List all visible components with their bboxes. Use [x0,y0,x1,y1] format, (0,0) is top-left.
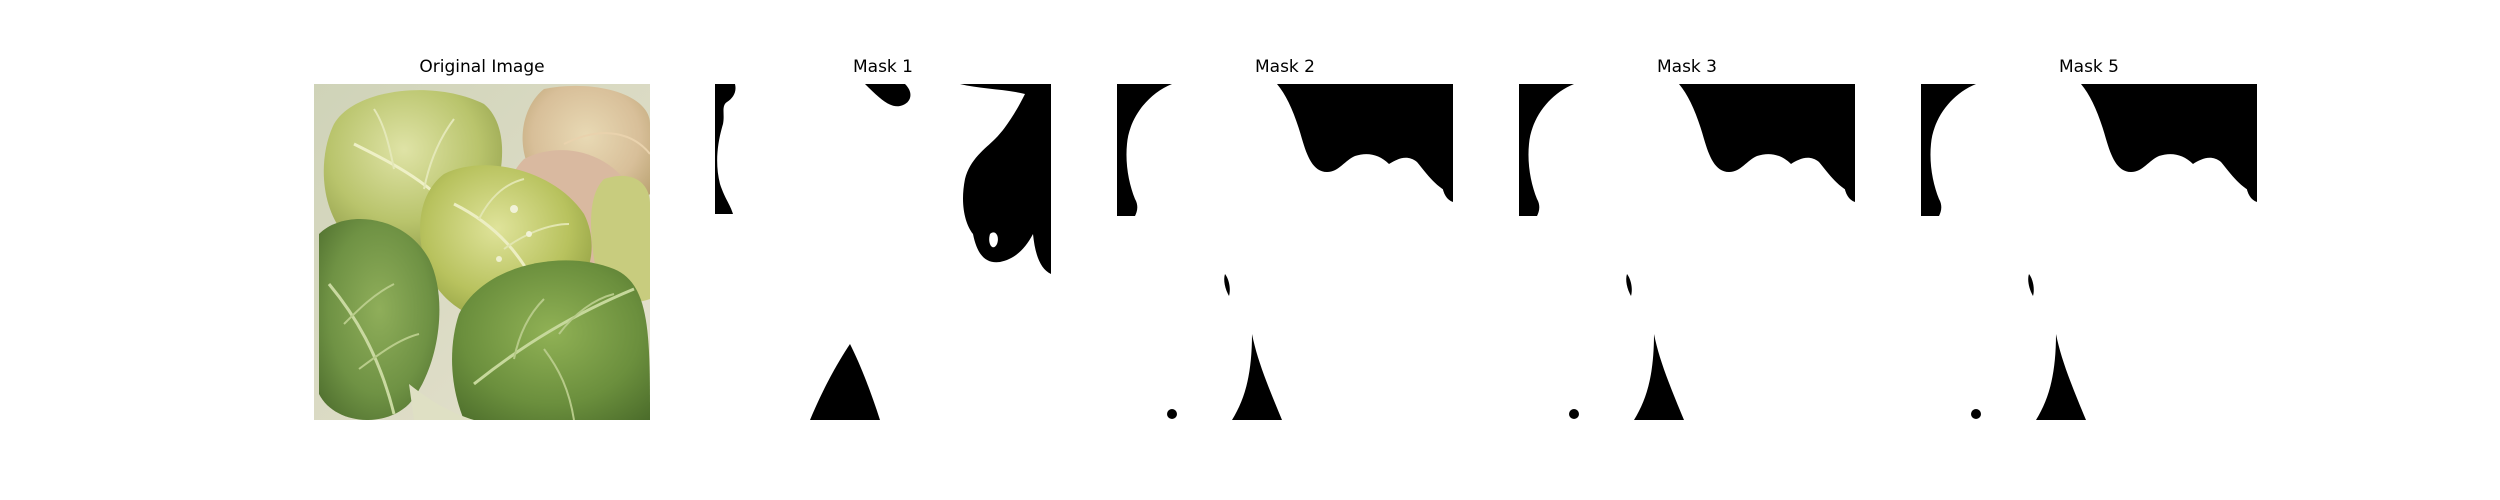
panel-title-mask-5: Mask 5 [2058,57,2119,77]
panel-title-original: Original Image [419,57,545,77]
panel-mask-2: Mask 2 [1117,50,1453,420]
mask-3-image [1519,84,1855,420]
mask-2-image [1117,84,1453,420]
panel-original: Original Image [314,50,650,420]
panel-title-mask-3: Mask 3 [1656,57,1717,77]
mask-5-image [1921,84,2257,420]
original-leaf-photo [314,84,650,420]
panel-mask-1: Mask 1 [715,50,1051,420]
panel-mask-5: Mask 5 [1921,50,2257,420]
mask-1-image [715,84,1051,420]
panel-title-mask-1: Mask 1 [852,57,913,77]
panel-mask-3: Mask 3 [1519,50,1855,420]
panel-title-mask-2: Mask 2 [1254,57,1315,77]
